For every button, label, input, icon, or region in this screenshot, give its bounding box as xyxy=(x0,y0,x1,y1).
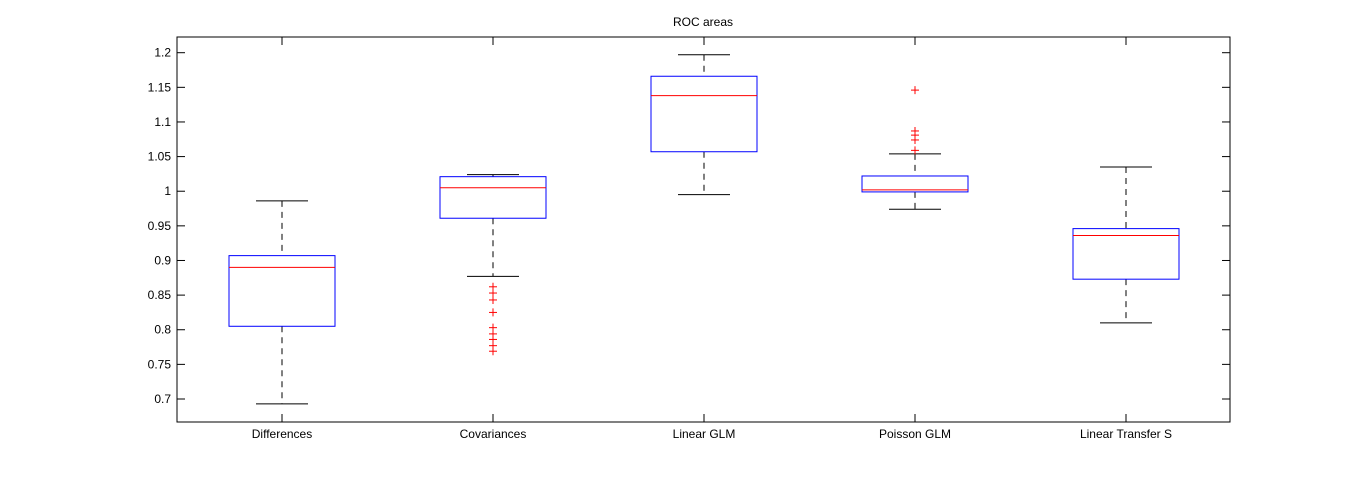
y-tick-label: 0.8 xyxy=(154,323,171,337)
box-iqr xyxy=(439,176,547,219)
y-tick-label: 1.1 xyxy=(154,115,171,129)
outlier-marker xyxy=(489,347,497,356)
y-tick-label: 0.9 xyxy=(154,253,171,267)
outlier-marker xyxy=(489,289,497,298)
y-tick-label: 0.7 xyxy=(154,392,171,406)
outlier-marker xyxy=(911,126,919,135)
x-tick-label: Covariances xyxy=(460,427,527,441)
box-iqr xyxy=(861,175,969,193)
plot-area xyxy=(176,36,1231,423)
y-tick-label: 1 xyxy=(164,184,171,198)
outlier-marker xyxy=(489,295,497,304)
box-group-linear-transfer-s xyxy=(1072,166,1180,324)
x-tick-label: Linear Transfer S xyxy=(1080,427,1172,441)
box-group-covariances xyxy=(439,174,547,356)
box-group-poisson-glm xyxy=(861,86,969,210)
y-tick-label: 1.05 xyxy=(148,150,172,164)
box-iqr xyxy=(650,75,758,153)
box-iqr xyxy=(1072,228,1180,280)
boxes-layer xyxy=(228,54,1180,405)
x-axis: Differences Covariances Linear GLM Poisson … xyxy=(252,37,1172,441)
y-tick-label: 0.75 xyxy=(148,357,172,371)
x-tick-label: Differences xyxy=(252,427,312,441)
y-tick-label: 1.2 xyxy=(154,46,171,60)
outlier-marker xyxy=(911,86,919,95)
x-tick-label: Linear GLM xyxy=(673,427,736,441)
y-axis: 0.7 0.75 0.8 0.85 0.9 0.95 1 1.05 1.1 1.15 1.2 xyxy=(148,46,1230,406)
y-tick-label: 0.95 xyxy=(148,219,172,233)
box-group-linear-glm xyxy=(650,54,758,196)
chart-title: ROC areas xyxy=(673,15,733,29)
outlier-marker xyxy=(489,308,497,317)
y-tick-label: 0.85 xyxy=(148,288,172,302)
y-tick-label: 1.15 xyxy=(148,80,172,94)
box-iqr xyxy=(228,255,336,327)
box-group-differences xyxy=(228,200,336,405)
x-tick-label: Poisson GLM xyxy=(879,427,951,441)
outlier-marker xyxy=(911,146,919,155)
